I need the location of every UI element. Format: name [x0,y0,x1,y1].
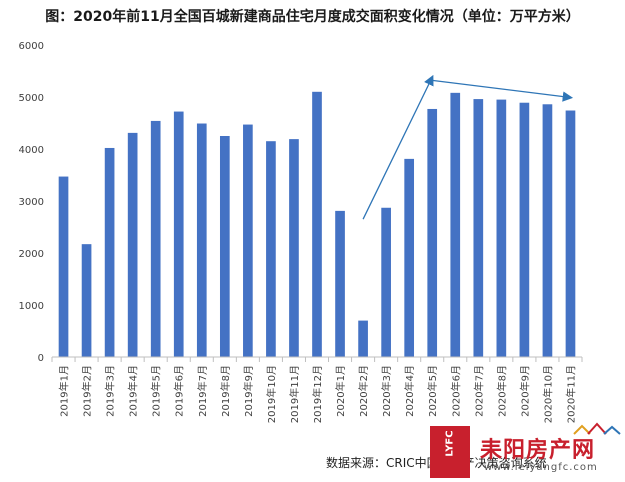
x-tick-label: 2019年6月 [173,365,186,417]
watermark-logo: LYFC 耒阳房产网 www.leiyangfc.com [424,418,624,480]
x-tick-label: 2020年8月 [495,365,508,417]
bar [127,132,138,357]
bar [243,124,253,357]
bar [58,176,69,357]
bar [150,120,161,357]
bar [173,111,184,357]
bar [81,244,92,357]
chart-title: 图：2020年前11月全国百城新建商品住宅月度成交面积变化情况（单位：万平方米） [45,9,580,25]
y-axis: 0 1000 2000 3000 4000 5000 6000 [19,41,44,364]
watermark-badge [430,426,470,478]
bar [565,110,576,358]
trend-arrow [432,79,574,102]
bar [542,104,553,357]
bar [381,207,391,357]
x-tick-label: 2019年7月 [196,365,209,417]
trend-arrows [362,74,574,220]
x-tick-label: 2020年10月 [541,365,554,423]
y-tick-label: 4000 [19,145,44,156]
watermark-site-name: 耒阳房产网 [480,438,596,463]
trend-arrow [362,74,434,220]
bar [219,136,230,357]
x-tick-label: 2019年2月 [81,365,94,417]
x-tick-label: 2020年9月 [518,365,531,417]
x-tick-label: 2020年2月 [357,365,370,417]
y-tick-label: 6000 [19,41,44,52]
x-tick-label: 2019年1月 [58,365,71,417]
bar [496,99,507,357]
bar [312,91,322,358]
bar [404,158,415,357]
x-tick-label: 2019年11月 [288,365,301,423]
bar [289,139,299,357]
x-tick-label: 2019年12月 [311,365,324,423]
x-tick-label: 2020年1月 [334,365,347,417]
y-tick-label: 2000 [19,249,44,260]
watermark-badge-text: LYFC [444,430,456,457]
x-tick-label: 2020年5月 [426,365,439,417]
bar [358,320,368,357]
x-tick-label: 2020年6月 [449,365,462,417]
y-tick-label: 1000 [19,301,44,312]
watermark-url: www.leiyangfc.com [484,462,598,473]
y-tick-label: 3000 [19,197,44,208]
x-tick-label: 2019年4月 [127,365,140,417]
bar [266,141,276,357]
house-icon [573,422,621,435]
bar [473,99,484,357]
y-tick-label: 5000 [19,93,44,104]
x-tick-label: 2020年3月 [380,365,393,417]
y-tick-label: 0 [38,353,44,364]
x-tick-label: 2019年3月 [104,365,117,417]
bar [519,102,530,357]
x-axis: 2019年1月 2019年2月 2019年3月 2019年4月 2019年5月 2019年… [51,356,583,423]
x-tick-label: 2019年8月 [219,365,232,417]
bar [450,92,461,357]
bar [335,210,345,357]
x-tick-label: 2019年9月 [242,365,255,417]
x-tick-label: 2020年11月 [564,365,577,423]
x-tick-label: 2019年5月 [150,365,163,417]
x-tick-label: 2020年7月 [472,365,485,417]
bar [427,108,438,358]
x-tick-label: 2020年4月 [403,365,416,417]
x-tick-label: 2019年10月 [265,365,278,423]
bar [196,123,207,358]
bar [104,147,115,357]
bar-series [58,91,576,358]
